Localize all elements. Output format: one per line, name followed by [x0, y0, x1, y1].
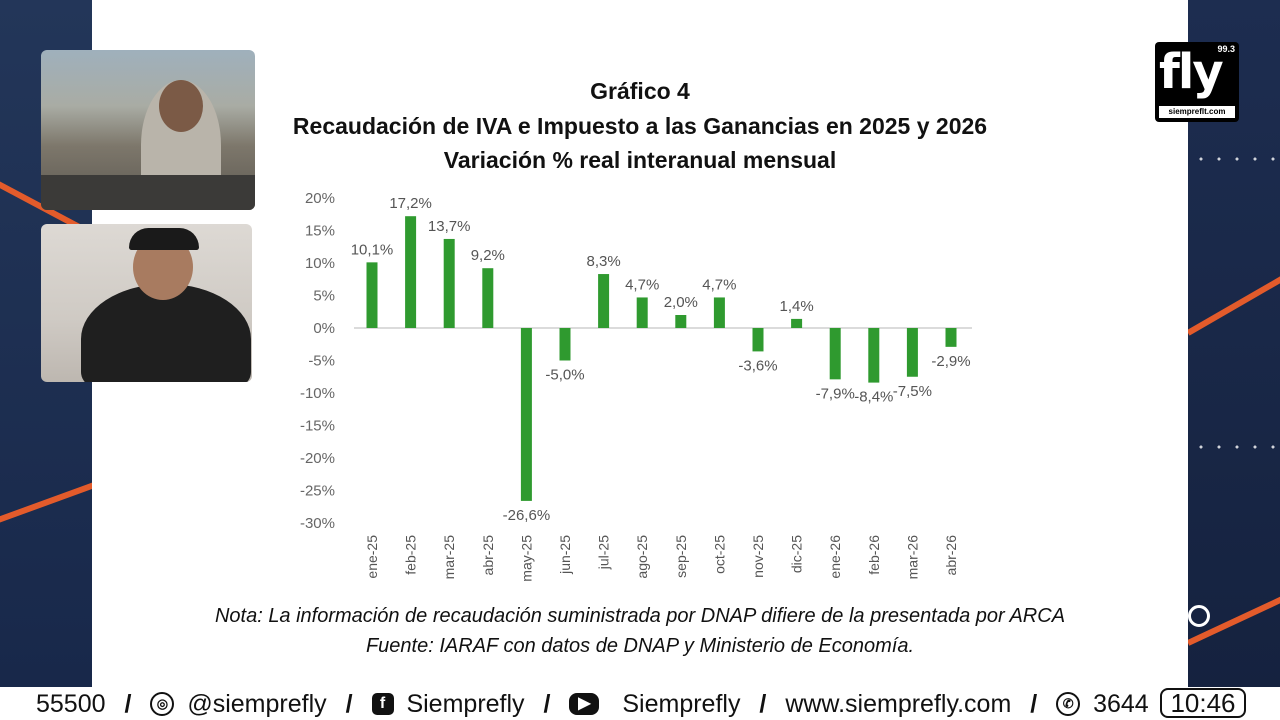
data-label: 10,1% [351, 241, 394, 258]
x-tick-label: abr-26 [943, 535, 959, 576]
x-tick-label: sep-25 [673, 535, 689, 578]
chart-title: Gráfico 4 [590, 78, 690, 104]
data-label: -5,0% [545, 367, 584, 384]
circle-icon [1188, 605, 1210, 627]
ticker-phone: 55500 [36, 689, 106, 718]
x-tick-label: mar-26 [904, 535, 920, 580]
chart-source: Fuente: IARAF con datos de DNAP y Minist… [365, 635, 915, 657]
ticker-instagram: @siemprefly [187, 689, 327, 718]
y-tick-label: -25% [300, 483, 335, 500]
instagram-icon: ◎ [150, 692, 175, 717]
y-tick-label: -5% [308, 353, 335, 370]
ticker-website: www.siemprefly.com [785, 689, 1012, 718]
y-tick-label: 5% [313, 288, 335, 305]
presentation-slide [92, 0, 1188, 690]
y-tick-label: 10% [305, 255, 335, 272]
bar [906, 328, 918, 377]
bar [868, 328, 880, 383]
y-tick-label: 15% [305, 223, 335, 240]
data-label: 4,7% [625, 276, 659, 293]
bar [829, 328, 841, 380]
ticker-separator: / [759, 689, 767, 718]
logo-frequency: 99.3 [1217, 44, 1235, 54]
y-tick-label: -10% [300, 385, 335, 402]
bar [559, 328, 571, 361]
x-tick-label: ene-25 [364, 535, 380, 579]
data-label: 17,2% [389, 195, 432, 212]
ticker-facebook: Siemprefly [406, 689, 525, 718]
logo-text: fly [1159, 44, 1224, 100]
decorative-dots [1192, 445, 1280, 449]
data-label: -2,9% [931, 353, 970, 370]
data-label: -8,4% [854, 389, 893, 406]
data-label: 2,0% [664, 294, 698, 311]
x-tick-label: feb-25 [403, 535, 419, 575]
y-tick-label: 20% [305, 190, 335, 207]
decorative-dots [1192, 157, 1280, 161]
x-tick-label: abr-25 [480, 535, 496, 576]
x-tick-label: nov-25 [750, 535, 766, 578]
bar [366, 262, 378, 328]
bar [675, 315, 687, 328]
x-tick-label: feb-26 [866, 535, 882, 575]
data-label: -7,5% [893, 383, 932, 400]
youtube-icon: ▶ [569, 693, 600, 716]
data-label: 4,7% [702, 276, 736, 293]
x-tick-label: oct-25 [711, 535, 727, 574]
webcam-host-2 [41, 224, 252, 382]
bar [598, 274, 610, 328]
x-tick-label: ene-26 [827, 535, 843, 579]
station-logo: fly 99.3 siempreflt.com [1155, 42, 1239, 122]
bar [405, 216, 417, 328]
bar [713, 297, 725, 328]
bar [482, 268, 494, 328]
facebook-icon: f [371, 693, 394, 716]
y-tick-label: -30% [300, 515, 335, 532]
y-tick-label: 0% [313, 320, 335, 337]
y-tick-label: -20% [300, 450, 335, 467]
ticker-separator: / [124, 689, 132, 718]
data-label: 9,2% [471, 247, 505, 264]
ticker-youtube: Siemprefly [622, 689, 741, 718]
bar-chart: 20% 15% 10% 5% 0% -5% -10% -15% -20% -25% -30% 10,1… [300, 190, 972, 582]
x-tick-label: ago-25 [634, 535, 650, 579]
x-tick-label: mar-25 [441, 535, 457, 580]
bar [443, 238, 455, 328]
bar [945, 328, 957, 347]
ticker-separator: / [345, 689, 353, 718]
ticker-whatsapp: 3644 [1093, 689, 1149, 718]
chart-title-line-2: Recaudación de IVA e Impuesto a las Gana… [292, 113, 988, 139]
data-label: -26,6% [503, 507, 551, 524]
data-label: 1,4% [779, 298, 813, 315]
logo-subtitle: siempreflt.com [1159, 106, 1235, 118]
chart-note: Nota: La información de recaudación sumi… [214, 605, 1066, 627]
bar [636, 297, 648, 328]
bar [520, 328, 532, 501]
data-label: 8,3% [586, 253, 620, 270]
ticker-separator: / [1030, 689, 1038, 718]
x-tick-label: jul-25 [596, 535, 612, 570]
x-tick-label: may-25 [518, 535, 534, 582]
data-label: -7,9% [816, 385, 855, 402]
clock: 10:46 [1160, 688, 1246, 718]
bar [752, 328, 764, 352]
x-tick-label: jun-25 [557, 535, 573, 575]
bar [791, 318, 803, 328]
data-label: -3,6% [738, 357, 777, 374]
chart-subtitle: Variación % real interanual mensual [443, 147, 837, 173]
y-tick-label: -15% [300, 418, 335, 435]
social-ticker: 55500 / ◎ @siemprefly / f Siemprefly / ▶… [0, 687, 1280, 720]
ticker-separator: / [543, 689, 551, 718]
whatsapp-icon: ✆ [1056, 692, 1081, 717]
webcam-host-1 [41, 50, 255, 210]
data-label: 13,7% [428, 218, 471, 235]
x-tick-label: dic-25 [789, 535, 805, 573]
